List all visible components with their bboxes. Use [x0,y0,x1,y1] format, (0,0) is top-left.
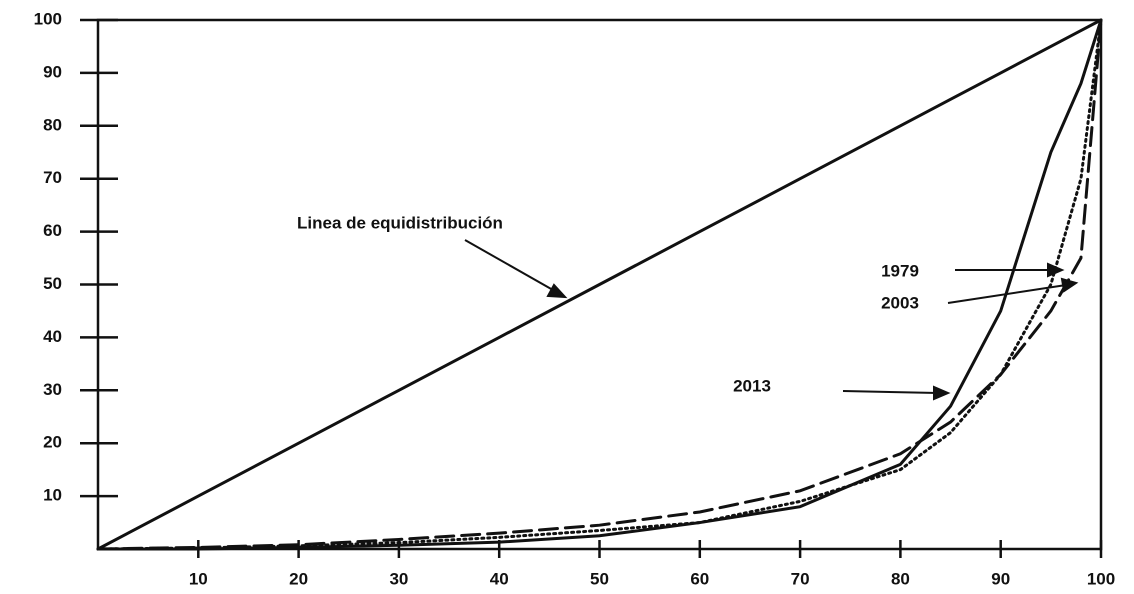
x-tick-label: 70 [791,569,810,588]
x-tick-label: 100 [1087,569,1115,588]
y-tick-label: 40 [43,327,62,346]
series-line [96,18,1103,551]
series-line [96,18,1103,551]
x-tick-label: 60 [690,569,709,588]
annotation-arrows [464,239,1079,401]
y-tick-label: 20 [43,433,62,452]
y-tick-label: 70 [43,168,62,187]
arrow [842,390,939,394]
x-tick-label: 80 [891,569,910,588]
x-tick-label: 20 [289,569,308,588]
arrow-head [546,283,568,299]
arrow-head [933,385,951,401]
y-tick-label: 10 [43,486,62,505]
y-tick-label: 30 [43,380,62,399]
arrow [464,239,561,295]
equality-label: Linea de equidistribución [297,213,503,232]
y-tick-label: 80 [43,115,62,134]
x-tick-label: 10 [189,569,208,588]
y-tick-label: 100 [34,9,62,28]
x-tick-label: 90 [991,569,1010,588]
series-line [96,18,1103,551]
series-label: 2013 [733,376,771,395]
x-tick-label: 30 [389,569,408,588]
x-tick-label: 50 [590,569,609,588]
series-label: 1979 [881,261,919,280]
y-tick-label: 50 [43,274,62,293]
series-label: 2003 [881,293,919,312]
x-tick-label: 40 [490,569,509,588]
y-tick-label: 90 [43,62,62,81]
y-tick-label: 60 [43,221,62,240]
